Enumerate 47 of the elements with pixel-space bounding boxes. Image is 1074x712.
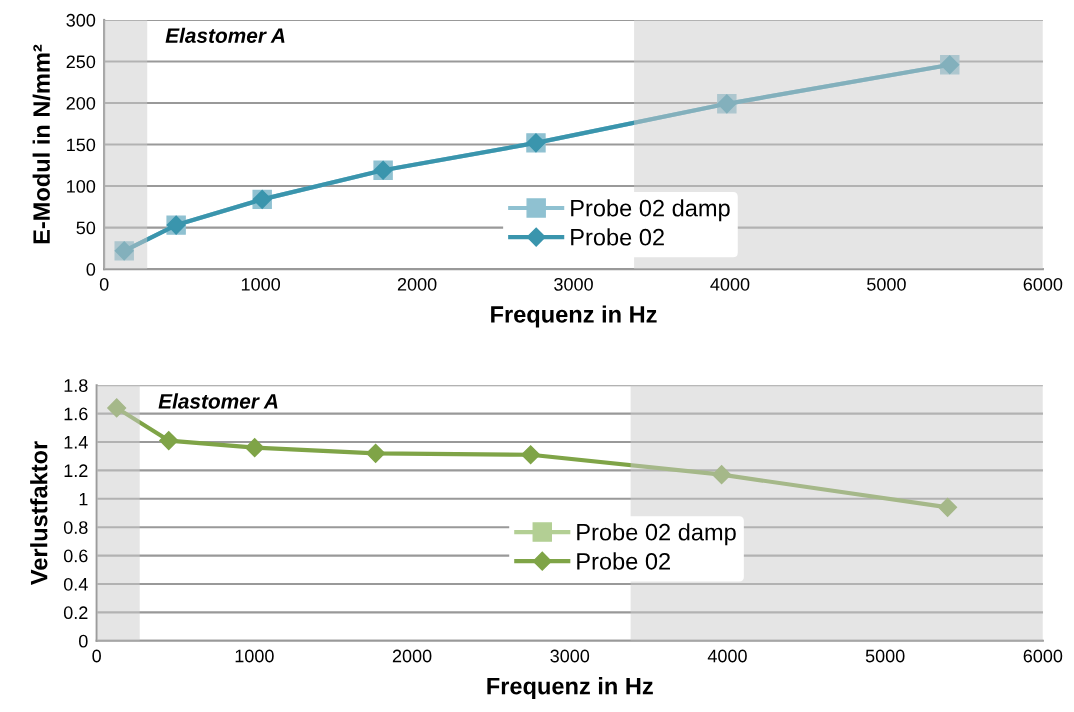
x-tick-label: 6000 — [1023, 649, 1063, 663]
x-tick-label: 4000 — [710, 277, 750, 291]
point — [521, 445, 541, 465]
y-axis-title: Verlustfaktor — [30, 441, 48, 585]
x-tick-label: 2000 — [392, 649, 432, 663]
y-tick-label: 1.6 — [64, 407, 88, 421]
y-tick-label: 0.8 — [63, 521, 88, 534]
annotation: Elastomer A — [165, 27, 285, 43]
point — [712, 465, 732, 485]
y-tick-label: 0 — [78, 634, 88, 648]
y-tick-label: 300 — [66, 13, 96, 27]
point — [107, 398, 127, 418]
y-tick-label: 200 — [66, 96, 96, 110]
y-axis-title: E-Modul in N/mm² — [32, 44, 51, 244]
annotation: Elastomer A — [158, 393, 278, 409]
point — [245, 438, 265, 458]
y-tick-label: 1.2 — [64, 464, 88, 477]
legend-label: Probe 02 — [571, 228, 664, 246]
y-tick-label: 50 — [76, 221, 96, 235]
y-tick-label: 150 — [67, 138, 96, 152]
y-tick-label: 1.8 — [64, 379, 88, 392]
x-tick-label: 6000 — [1023, 277, 1063, 291]
point — [938, 497, 958, 517]
x-tick-label: 5000 — [865, 649, 905, 663]
x-tick-label: 3000 — [554, 277, 593, 291]
x-tick-label: 3000 — [550, 649, 590, 663]
x-tick-label: 5000 — [867, 277, 906, 291]
legend-label: Probe 02 damp — [577, 523, 736, 546]
x-tick-label: 2000 — [397, 277, 437, 291]
y-tick-label: 1 — [79, 492, 88, 506]
y-tick-label: 0.6 — [63, 549, 88, 563]
x-axis-title: Frequenz in Hz — [487, 677, 653, 700]
y-tick-label: 250 — [66, 55, 96, 69]
y-tick-label: 0 — [86, 263, 96, 276]
x-tick-label: 4000 — [707, 649, 747, 663]
legend-label: Probe 02 — [577, 552, 670, 570]
y-tick-label: 0.4 — [63, 577, 88, 591]
x-axis-title: Frequenz in Hz — [491, 305, 657, 328]
point — [159, 431, 179, 451]
point — [366, 443, 386, 463]
x-tick-label: 1000 — [241, 277, 280, 291]
x-tick-label: 1000 — [235, 649, 274, 663]
y-tick-label: 100 — [67, 180, 96, 193]
x-tick-label: 0 — [99, 277, 109, 291]
y-tick-label: 0.2 — [63, 606, 88, 620]
legend-label: Probe 02 damp — [571, 199, 730, 222]
y-tick-label: 1.4 — [64, 436, 88, 449]
